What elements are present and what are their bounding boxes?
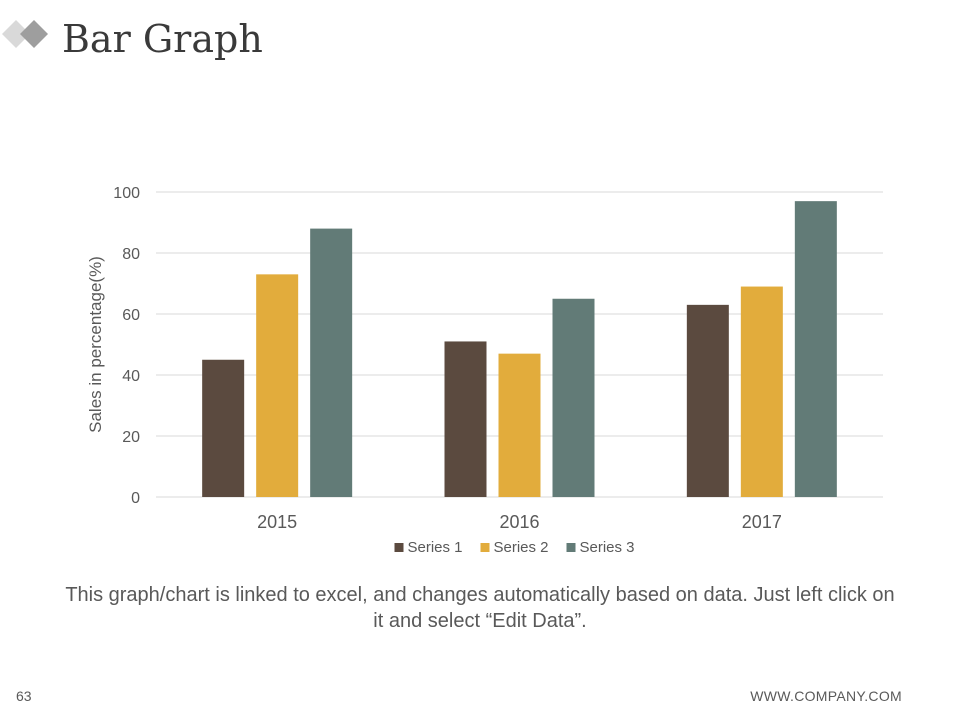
legend-swatch: [566, 543, 576, 552]
footer-url: WWW.COMPANY.COM: [750, 688, 902, 704]
bar-series-3-2015[interactable]: [310, 228, 353, 497]
y-tick-label: 40: [122, 368, 140, 385]
x-tick-label: 2017: [742, 512, 782, 532]
legend-item-series-2[interactable]: Series 2: [480, 539, 549, 556]
y-tick-label: 60: [122, 307, 140, 324]
bar-chart-svg: 0 20 40 60 80 100 2015 2016 2017 Sales in perce…: [86, 185, 883, 556]
bar-series-1-2017[interactable]: [686, 304, 729, 497]
bar-series-1-2015[interactable]: [202, 359, 245, 497]
legend: Series 1 Series 2 Series 3: [394, 539, 635, 556]
y-tick-label: 100: [113, 185, 140, 202]
bar-series-1-2016[interactable]: [444, 341, 487, 497]
legend-label: Series 1: [408, 539, 463, 556]
logo-diamond-back: [2, 20, 30, 48]
bar-series-2-2015[interactable]: [256, 274, 299, 497]
y-axis-ticks: 0 20 40 60 80 100: [113, 185, 140, 507]
logo-diamond-front: [20, 20, 48, 48]
bar-series-3-2016[interactable]: [552, 298, 595, 497]
slide-title: Bar Graph: [62, 17, 263, 61]
legend-item-series-1[interactable]: Series 1: [394, 539, 463, 556]
page-number: 63: [16, 688, 32, 704]
bars: [202, 201, 837, 497]
bar-series-2-2017[interactable]: [740, 286, 783, 497]
diamond-logo-icon: [2, 20, 48, 48]
bar-series-2-2016[interactable]: [498, 353, 541, 497]
x-tick-label: 2015: [257, 512, 297, 532]
legend-item-series-3[interactable]: Series 3: [566, 539, 635, 556]
y-tick-label: 0: [131, 490, 140, 507]
bar-series-3-2017[interactable]: [794, 201, 837, 497]
x-tick-label: 2016: [499, 512, 539, 532]
slide-caption: This graph/chart is linked to excel, and…: [65, 584, 895, 632]
y-tick-label: 20: [122, 429, 140, 446]
bar-chart[interactable]: 0 20 40 60 80 100 2015 2016 2017 Sales in perce…: [70, 170, 900, 570]
legend-swatch: [394, 543, 404, 552]
legend-label: Series 3: [580, 539, 635, 556]
y-tick-label: 80: [122, 246, 140, 263]
legend-label: Series 2: [494, 539, 549, 556]
legend-swatch: [480, 543, 490, 552]
x-axis-ticks: 2015 2016 2017: [257, 512, 782, 532]
y-axis-label: Sales in percentage(%): [86, 256, 105, 433]
